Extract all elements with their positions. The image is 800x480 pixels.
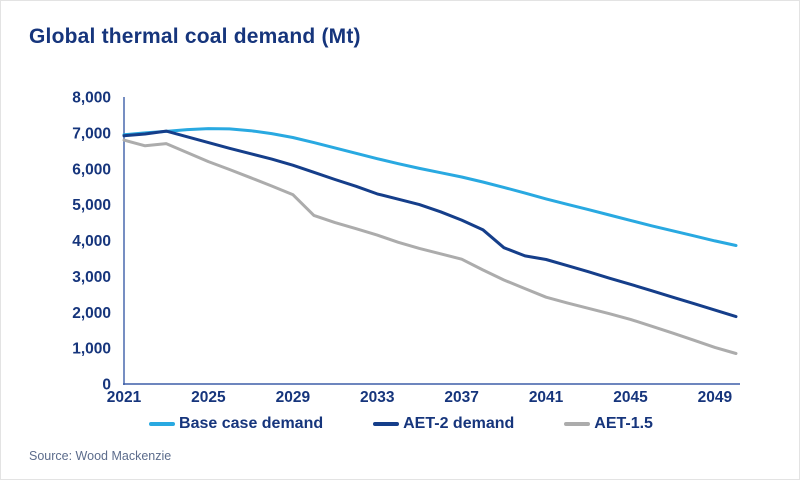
- y-tick-label: 6,000: [72, 161, 111, 178]
- x-tick-label: 2041: [529, 389, 564, 406]
- source-attribution: Source: Wood Mackenzie: [29, 449, 172, 463]
- series-line-aet-1-5: [122, 138, 738, 355]
- x-tick-label: 2045: [613, 389, 648, 406]
- aet15-line-swatch-icon: [564, 422, 591, 426]
- series-line-base-case-demand: [122, 127, 738, 247]
- x-tick-label: 2033: [360, 389, 395, 406]
- legend-item-aet2: AET-2 demand: [373, 415, 514, 433]
- y-tick-label: 4,000: [72, 233, 111, 250]
- base-case-line-swatch-icon: [149, 422, 176, 426]
- legend-label-base-case: Base case demand: [179, 415, 324, 432]
- line-chart: 0 1,000 2,000 3,000 4,000 5,000 6,000 7,000 8,00…: [72, 90, 740, 406]
- x-tick-label: 2049: [698, 389, 733, 406]
- chart-legend: Base case demand AET-2 demand AET-1.5: [1, 415, 800, 433]
- x-tick-label: 2021: [107, 389, 142, 406]
- y-tick-label: 3,000: [72, 269, 111, 286]
- y-tick-label: 8,000: [72, 90, 111, 107]
- legend-label-aet15: AET-1.5: [594, 415, 653, 432]
- aet2-line-swatch-icon: [373, 422, 400, 426]
- page-title: Global thermal coal demand (Mt): [29, 25, 361, 48]
- legend-item-aet15: AET-1.5: [564, 415, 653, 433]
- y-tick-label: 1,000: [72, 341, 111, 358]
- x-tick-label: 2037: [444, 389, 478, 406]
- x-tick-label: 2025: [191, 389, 226, 406]
- y-tick-label: 7,000: [72, 125, 111, 142]
- legend-item-base-case: Base case demand: [149, 415, 323, 433]
- y-tick-label: 0: [102, 377, 111, 394]
- y-tick-label: 2,000: [72, 305, 111, 322]
- y-tick-label: 5,000: [72, 197, 111, 214]
- series-line-aet-2-demand: [122, 129, 738, 319]
- x-tick-label: 2029: [276, 389, 311, 406]
- legend-label-aet2: AET-2 demand: [403, 415, 515, 432]
